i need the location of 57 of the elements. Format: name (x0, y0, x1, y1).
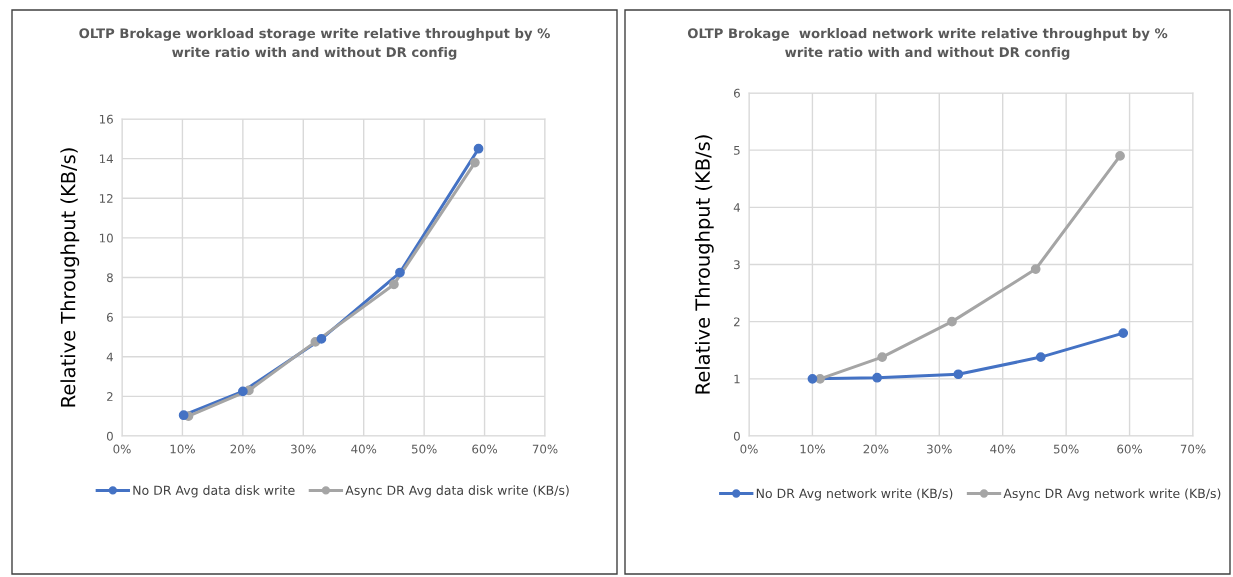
y-tick-label: 4 (733, 203, 740, 212)
y-tick-label: 10 (99, 233, 113, 243)
legend-label: Async DR Avg network write (KB/s) (1003, 488, 1221, 501)
point (473, 143, 484, 154)
point (1035, 352, 1046, 362)
point (1115, 151, 1125, 161)
x-tick-label: 30% (291, 444, 316, 454)
y-tick-label: 4 (106, 352, 113, 362)
point (947, 316, 957, 327)
point (872, 372, 882, 383)
point (1118, 328, 1129, 338)
y-tick-label: 8 (106, 273, 113, 283)
x-tick-label: 40% (990, 444, 1016, 454)
chart-title: OLTP Brokage workload network write relative throughput by % write ratio with and without DR config (687, 28, 1168, 60)
y-axis-title: Relative Throughput (KB/s) (60, 148, 80, 407)
point (237, 386, 248, 397)
y-tick-label: 12 (99, 193, 113, 203)
chart-title: OLTP Brokage workload storage write relative throughput by % write ratio with and without DR config (79, 28, 550, 60)
x-tick-label: 20% (230, 444, 256, 454)
x-tick-label: 10% (800, 444, 825, 454)
y-tick-label: 2 (107, 392, 113, 401)
legend-label: No DR Avg network write (KB/s) (756, 488, 953, 501)
y-tick-label: 3 (734, 260, 740, 270)
x-tick-label: 20% (863, 444, 889, 454)
x-tick-label: 0% (740, 444, 758, 454)
point (316, 334, 327, 344)
point (470, 157, 480, 168)
point (815, 373, 825, 384)
y-axis-title: Relative Throughput (KB/s) (694, 135, 714, 394)
y-tick-label: 0 (733, 431, 740, 441)
y-tick-label: 2 (734, 317, 740, 327)
y-tick-label: 16 (99, 114, 113, 124)
y-tick-label: 1 (734, 374, 740, 384)
y-tick-label: 14 (99, 154, 113, 164)
y-tick-label: 6 (106, 312, 113, 322)
x-tick-label: 70% (532, 444, 558, 454)
x-tick-label: 60% (1117, 444, 1143, 454)
x-tick-label: 60% (472, 444, 498, 454)
legend-label: Async DR Avg data disk write (KB/s) (345, 485, 569, 498)
y-tick-label: 0 (106, 431, 113, 441)
point (877, 352, 888, 362)
point (178, 410, 189, 421)
legend-label: No DR Avg data disk write (133, 485, 295, 498)
x-tick-label: 30% (927, 444, 952, 454)
x-tick-label: 70% (1180, 444, 1206, 454)
y-tick-label: 6 (733, 88, 740, 98)
point (389, 279, 399, 290)
point (807, 373, 818, 384)
y-tick-label: 5 (734, 146, 740, 155)
point (953, 369, 964, 380)
point (395, 267, 405, 278)
x-tick-label: 10% (170, 444, 195, 454)
x-tick-label: 40% (351, 444, 377, 454)
x-tick-label: 0% (113, 444, 131, 454)
point (1030, 264, 1041, 274)
x-tick-label: 50% (1053, 444, 1079, 454)
x-tick-label: 50% (411, 444, 437, 454)
